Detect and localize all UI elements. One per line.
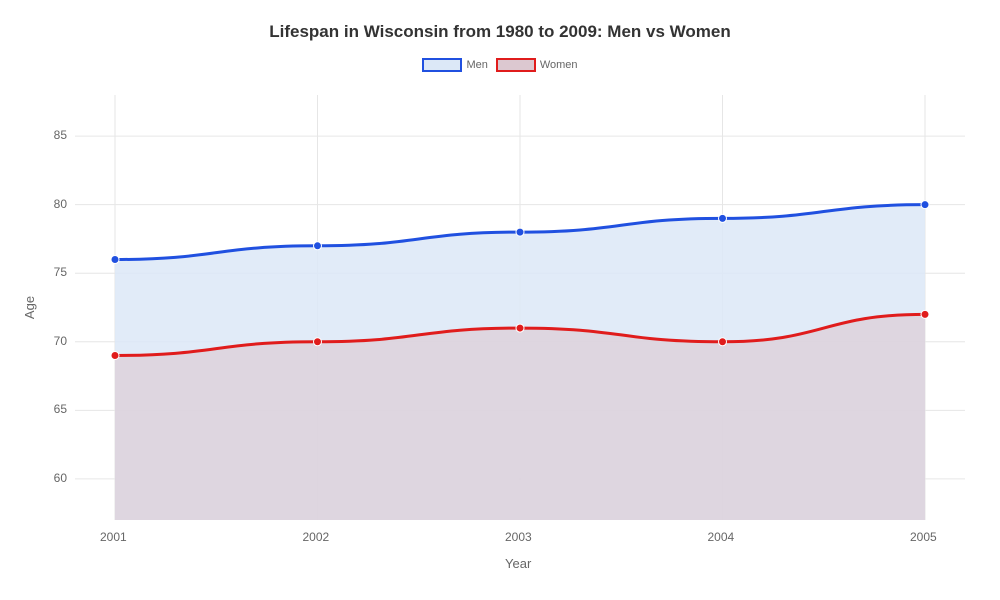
legend-swatch-women	[496, 58, 536, 72]
y-tick-label: 85	[54, 128, 67, 142]
legend-label-women: Women	[540, 59, 578, 71]
x-tick-label: 2002	[303, 530, 330, 544]
y-axis-title: Age	[22, 295, 37, 318]
x-tick-label: 2004	[708, 530, 735, 544]
legend: Men Women	[0, 58, 1000, 72]
x-tick-label: 2005	[910, 530, 937, 544]
legend-swatch-men	[422, 58, 462, 72]
y-tick-label: 75	[54, 265, 67, 279]
y-tick-label: 70	[54, 334, 67, 348]
x-tick-label: 2001	[100, 530, 127, 544]
chart-svg	[75, 95, 965, 520]
legend-item-men[interactable]: Men	[422, 58, 487, 72]
chart-container: Lifespan in Wisconsin from 1980 to 2009:…	[0, 0, 1000, 600]
legend-label-men: Men	[466, 59, 487, 71]
x-tick-label: 2003	[505, 530, 532, 544]
legend-item-women[interactable]: Women	[496, 58, 578, 72]
y-tick-label: 80	[54, 197, 67, 211]
y-tick-label: 65	[54, 402, 67, 416]
x-axis-title: Year	[505, 556, 531, 571]
plot-area	[75, 95, 965, 520]
y-tick-label: 60	[54, 471, 67, 485]
chart-title: Lifespan in Wisconsin from 1980 to 2009:…	[0, 22, 1000, 42]
